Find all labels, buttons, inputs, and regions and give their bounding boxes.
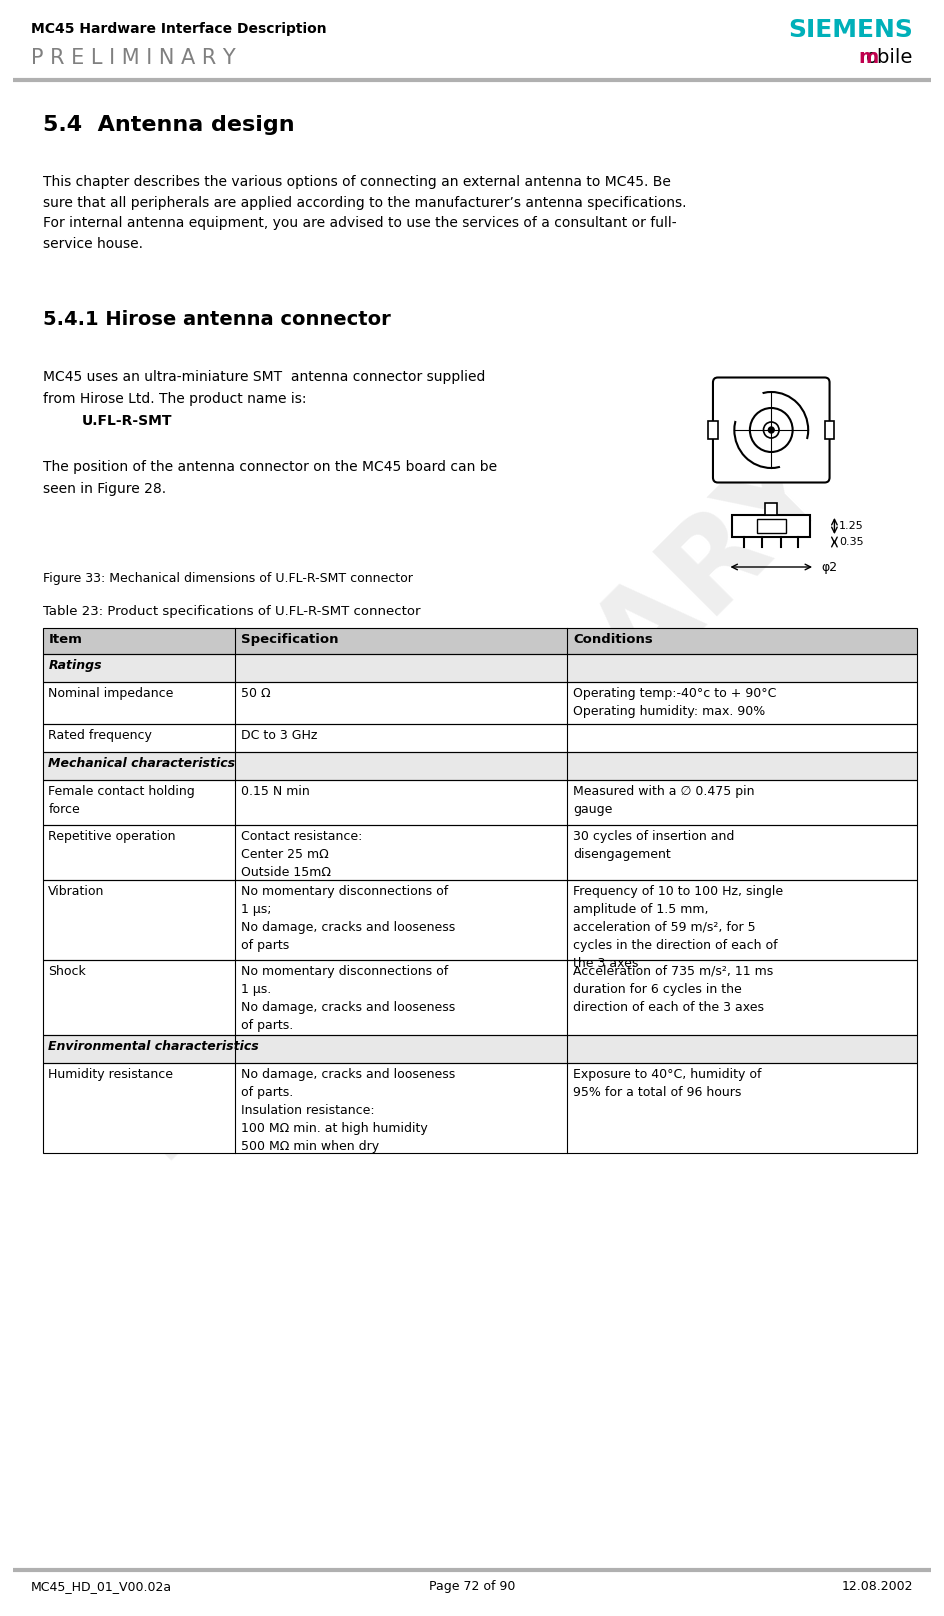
- Text: 30 cycles of insertion and
disengagement: 30 cycles of insertion and disengagement: [573, 831, 734, 861]
- Text: U.FL-R-SMT: U.FL-R-SMT: [81, 414, 172, 428]
- Bar: [42, 781, 917, 826]
- Text: Mechanical characteristics: Mechanical characteristics: [48, 756, 235, 769]
- Text: No damage, cracks and looseness
of parts.
Insulation resistance:
100 MΩ min. at : No damage, cracks and looseness of parts…: [241, 1068, 455, 1152]
- Text: Environmental characteristics: Environmental characteristics: [48, 1041, 259, 1054]
- Text: from Hirose Ltd. The product name is:: from Hirose Ltd. The product name is:: [42, 393, 306, 406]
- Bar: [42, 826, 917, 881]
- Text: Acceleration of 735 m/s², 11 ms
duration for 6 cycles in the
direction of each o: Acceleration of 735 m/s², 11 ms duration…: [573, 965, 773, 1013]
- Bar: [42, 960, 917, 1034]
- Text: P R E L I M I N A R Y: P R E L I M I N A R Y: [31, 48, 236, 68]
- Bar: [42, 751, 917, 781]
- Bar: [42, 1034, 917, 1063]
- Text: seen in Figure 28.: seen in Figure 28.: [42, 482, 165, 496]
- Text: Table 23: Product specifications of U.FL-R-SMT connector: Table 23: Product specifications of U.FL…: [42, 604, 420, 617]
- Text: 50 Ω: 50 Ω: [241, 687, 270, 700]
- FancyBboxPatch shape: [713, 378, 830, 483]
- Text: 5.4.1 Hirose antenna connector: 5.4.1 Hirose antenna connector: [42, 310, 390, 330]
- Text: Ratings: Ratings: [48, 659, 102, 672]
- Text: Page 72 of 90: Page 72 of 90: [429, 1580, 515, 1593]
- Bar: [42, 1063, 917, 1152]
- Text: Exposure to 40°C, humidity of
95% for a total of 96 hours: Exposure to 40°C, humidity of 95% for a …: [573, 1068, 762, 1099]
- Bar: [42, 724, 917, 751]
- Text: Item: Item: [48, 633, 82, 646]
- Bar: [825, 422, 834, 440]
- Text: Specification: Specification: [241, 633, 338, 646]
- Bar: [42, 629, 917, 654]
- Bar: [42, 781, 917, 826]
- Text: DC to 3 GHz: DC to 3 GHz: [241, 729, 317, 742]
- Text: Contact resistance:
Center 25 mΩ
Outside 15mΩ: Contact resistance: Center 25 mΩ Outside…: [241, 831, 362, 879]
- Bar: [766, 503, 777, 516]
- Text: obile: obile: [866, 48, 913, 66]
- Text: Shock: Shock: [48, 965, 86, 978]
- Text: Measured with a ∅ 0.475 pin
gauge: Measured with a ∅ 0.475 pin gauge: [573, 785, 754, 816]
- Text: 5.4  Antenna design: 5.4 Antenna design: [42, 115, 295, 136]
- Text: MC45 uses an ultra-miniature SMT  antenna connector supplied: MC45 uses an ultra-miniature SMT antenna…: [42, 370, 485, 385]
- Text: φ2: φ2: [822, 561, 838, 574]
- Bar: [757, 519, 785, 533]
- Bar: [42, 654, 917, 682]
- Bar: [42, 1063, 917, 1152]
- Text: Figure 33: Mechanical dimensions of U.FL-R-SMT connector: Figure 33: Mechanical dimensions of U.FL…: [42, 572, 413, 585]
- Bar: [42, 629, 917, 654]
- Text: MC45 Hardware Interface Description: MC45 Hardware Interface Description: [31, 23, 327, 36]
- Bar: [42, 682, 917, 724]
- Text: Vibration: Vibration: [48, 886, 105, 898]
- Bar: [42, 682, 917, 724]
- Bar: [42, 1034, 917, 1063]
- Text: Humidity resistance: Humidity resistance: [48, 1068, 174, 1081]
- Text: Operating temp:-40°c to + 90°C
Operating humidity: max. 90%: Operating temp:-40°c to + 90°C Operating…: [573, 687, 776, 718]
- Text: SIEMENS: SIEMENS: [788, 18, 913, 42]
- Text: 1.25: 1.25: [839, 520, 864, 532]
- Text: Frequency of 10 to 100 Hz, single
amplitude of 1.5 mm,
acceleration of 59 m/s², : Frequency of 10 to 100 Hz, single amplit…: [573, 886, 784, 970]
- Text: This chapter describes the various options of connecting an external antenna to : This chapter describes the various optio…: [42, 175, 686, 250]
- Text: Repetitive operation: Repetitive operation: [48, 831, 176, 844]
- Text: Nominal impedance: Nominal impedance: [48, 687, 174, 700]
- Text: No momentary disconnections of
1 μs.
No damage, cracks and looseness
of parts.: No momentary disconnections of 1 μs. No …: [241, 965, 455, 1033]
- Text: No momentary disconnections of
1 μs;
No damage, cracks and looseness
of parts: No momentary disconnections of 1 μs; No …: [241, 886, 455, 952]
- Text: The position of the antenna connector on the MC45 board can be: The position of the antenna connector on…: [42, 461, 497, 473]
- Text: m: m: [859, 48, 879, 66]
- Text: PRELIMINARY: PRELIMINARY: [93, 420, 851, 1180]
- Bar: [42, 960, 917, 1034]
- Bar: [708, 422, 717, 440]
- Circle shape: [768, 427, 774, 433]
- Bar: [733, 516, 810, 537]
- Text: MC45_HD_01_V00.02a: MC45_HD_01_V00.02a: [31, 1580, 172, 1593]
- Text: 0.15 N min: 0.15 N min: [241, 785, 310, 798]
- Bar: [42, 881, 917, 960]
- Text: 12.08.2002: 12.08.2002: [842, 1580, 913, 1593]
- Text: Conditions: Conditions: [573, 633, 653, 646]
- Text: Female contact holding
force: Female contact holding force: [48, 785, 195, 816]
- Bar: [42, 724, 917, 751]
- Bar: [42, 826, 917, 881]
- Text: 0.35: 0.35: [839, 537, 864, 546]
- Bar: [42, 881, 917, 960]
- Bar: [42, 751, 917, 781]
- Text: Rated frequency: Rated frequency: [48, 729, 152, 742]
- Bar: [42, 654, 917, 682]
